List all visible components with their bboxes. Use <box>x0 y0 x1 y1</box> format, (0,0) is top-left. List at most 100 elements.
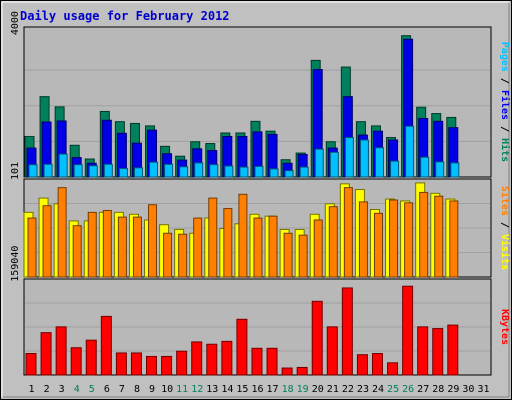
bar-kbytes <box>447 324 459 376</box>
bar-pages <box>344 137 354 178</box>
x-tick-label: 23 <box>357 384 369 395</box>
x-tick-label: 26 <box>402 384 414 395</box>
bar-sites <box>298 234 308 278</box>
x-tick-label: 16 <box>251 384 263 395</box>
bar-kbytes <box>281 367 293 376</box>
bar-pages <box>435 161 445 178</box>
bar-kbytes <box>25 353 37 376</box>
bar-pages <box>164 163 174 178</box>
bar-pages <box>269 168 279 178</box>
x-tick-label: 13 <box>206 384 218 395</box>
bar-pages <box>149 161 159 178</box>
bar-sites <box>419 191 429 278</box>
bar-pages <box>314 148 324 178</box>
x-tick-label: 17 <box>267 384 279 395</box>
legend-visits-separator: / <box>499 216 510 234</box>
x-tick-label: 18 <box>282 384 294 395</box>
bar-sites <box>57 187 67 278</box>
bar-sites <box>132 216 142 278</box>
bar-kbytes <box>266 347 278 376</box>
x-tick-label: 20 <box>312 384 324 395</box>
bar-kbytes <box>85 339 97 376</box>
bar-sites <box>117 216 127 278</box>
x-tick-label: 27 <box>417 384 429 395</box>
bar-sites <box>434 195 444 278</box>
bar-pages <box>359 139 369 178</box>
bar-sites <box>27 217 37 278</box>
kbytes-panel: 159040 <box>10 246 492 376</box>
bar-pages <box>209 164 219 178</box>
bar-sites <box>404 202 414 278</box>
bar-sites <box>102 209 112 278</box>
bar-sites <box>268 215 278 278</box>
bar-pages <box>329 151 339 178</box>
x-tick-label: 3 <box>59 384 65 395</box>
bar-pages <box>224 165 234 178</box>
bar-pages <box>450 162 460 178</box>
bar-sites <box>253 217 263 278</box>
x-tick-label: 30 <box>462 384 474 395</box>
bar-kbytes <box>161 355 173 376</box>
bar-sites <box>193 217 203 278</box>
bar-kbytes <box>70 347 82 376</box>
bar-pages <box>103 163 113 178</box>
x-tick-label: 29 <box>447 384 459 395</box>
bar-pages <box>73 164 83 178</box>
x-tick-label: 28 <box>432 384 444 395</box>
bar-kbytes <box>176 350 188 376</box>
bar-kbytes <box>417 326 429 376</box>
bar-pages <box>88 165 98 178</box>
bar-sites <box>87 211 97 278</box>
bar-kbytes <box>341 287 353 376</box>
usage-panel-ytick-label: 4000 <box>10 11 21 35</box>
x-tick-label: 25 <box>387 384 399 395</box>
bar-pages <box>284 170 294 178</box>
bar-kbytes <box>326 326 338 376</box>
kbytes-panel-ytick-label: 159040 <box>10 246 21 282</box>
bar-sites <box>358 201 368 278</box>
x-tick-label: 14 <box>221 384 233 395</box>
bar-kbytes <box>191 341 203 376</box>
bar-kbytes <box>402 285 414 376</box>
x-tick-label: 8 <box>134 384 140 395</box>
legend-visits: Visits <box>499 234 511 270</box>
bar-kbytes <box>130 352 142 376</box>
bar-sites <box>283 232 293 278</box>
x-tick-label: 15 <box>236 384 248 395</box>
bar-kbytes <box>236 318 248 376</box>
bar-kbytes <box>251 347 263 376</box>
bar-sites <box>343 187 353 278</box>
chart-title: Daily usage for February 2012 <box>20 9 230 23</box>
bar-pages <box>58 153 68 178</box>
bar-pages <box>405 125 415 178</box>
bar-sites <box>178 233 188 278</box>
bar-kbytes <box>296 366 308 376</box>
bar-sites <box>449 200 459 278</box>
x-tick-label: 21 <box>327 384 339 395</box>
bar-kbytes <box>311 300 323 376</box>
bar-pages <box>28 164 38 178</box>
bar-sites <box>72 225 82 278</box>
legend-kbytes: KBytes <box>499 309 510 345</box>
visits-panel: 101 <box>10 162 492 278</box>
bar-pages <box>390 160 400 178</box>
x-tick-label: 5 <box>89 384 95 395</box>
legend-usage: Pages / Files / Hits <box>499 42 511 162</box>
bar-sites <box>163 232 173 278</box>
legend-sites: Sites <box>499 186 511 216</box>
bar-kbytes <box>371 353 383 376</box>
bar-kbytes <box>221 340 233 376</box>
bar-kbytes <box>432 328 444 376</box>
bar-kbytes <box>146 355 158 376</box>
bar-kbytes <box>356 354 368 376</box>
x-tick-label: 4 <box>74 384 80 395</box>
bar-pages <box>420 156 430 178</box>
x-tick-label: 2 <box>44 384 50 395</box>
x-tick-label: 31 <box>477 384 489 395</box>
bar-pages <box>118 168 128 178</box>
bar-sites <box>313 219 323 278</box>
bar-sites <box>238 193 248 278</box>
usage-panel: 4000 <box>10 11 492 178</box>
